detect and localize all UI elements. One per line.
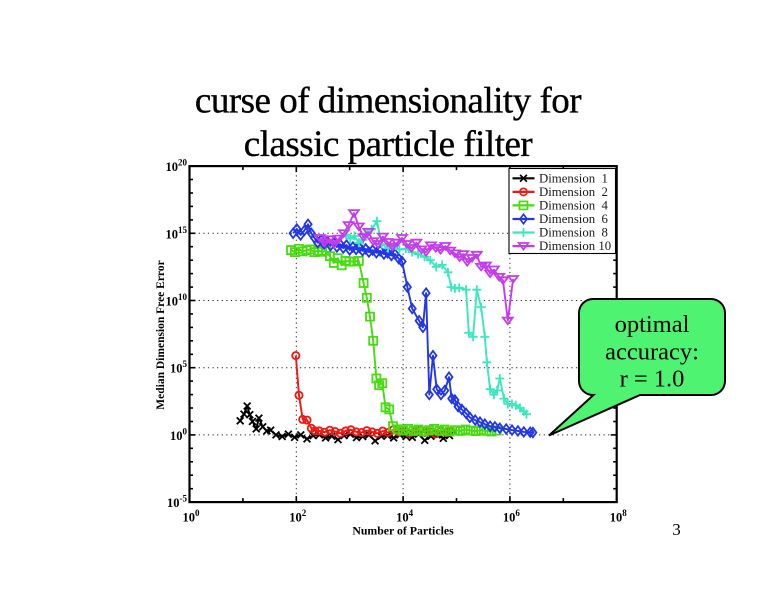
svg-text:Dimension 6: Dimension 6 bbox=[539, 212, 609, 226]
svg-text:classic particle filter: classic particle filter bbox=[244, 124, 533, 165]
svg-text:Dimension 2: Dimension 2 bbox=[539, 185, 608, 199]
svg-text:Median Dimension Free Error: Median Dimension Free Error bbox=[155, 260, 167, 409]
svg-text:accuracy:: accuracy: bbox=[605, 339, 699, 366]
svg-text:r = 1.0: r = 1.0 bbox=[620, 366, 685, 393]
svg-text:curse of dimensionality for: curse of dimensionality for bbox=[195, 81, 581, 122]
svg-text:Dimension 10: Dimension 10 bbox=[539, 239, 611, 253]
svg-text:optimal: optimal bbox=[615, 311, 690, 338]
svg-text:Number of Particles: Number of Particles bbox=[352, 524, 454, 538]
svg-text:Dimension 8: Dimension 8 bbox=[539, 226, 608, 240]
svg-text:Dimension 1: Dimension 1 bbox=[539, 172, 608, 186]
svg-text:Dimension 4: Dimension 4 bbox=[539, 199, 609, 213]
svg-text:3: 3 bbox=[672, 520, 681, 539]
